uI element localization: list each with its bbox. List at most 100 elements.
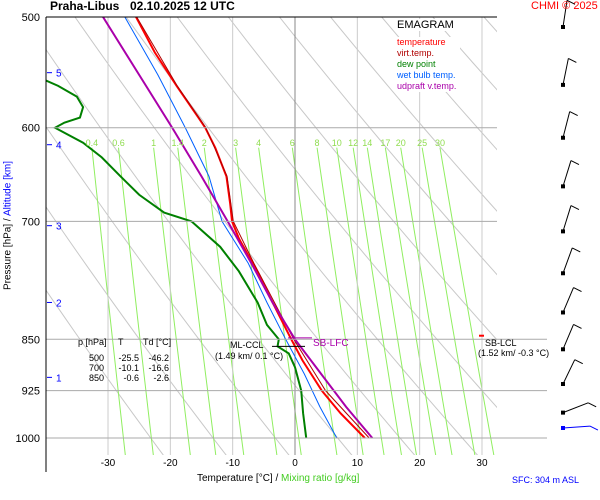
mixing-ratio-label: 0.6	[112, 138, 125, 148]
mixing-ratio-label: 0.4	[86, 138, 99, 148]
table-cell: -46.2	[148, 353, 169, 363]
table-cell: 850	[88, 373, 104, 383]
mixing-ratio-label: 3	[233, 138, 238, 148]
altitude-label: 5	[56, 69, 62, 80]
dry-adiabat	[46, 125, 290, 455]
mixing-ratio-label: 17	[380, 138, 390, 148]
x-tick-label: 10	[352, 458, 364, 469]
y-tick-label: 600	[22, 123, 40, 135]
mixing-ratio-line	[203, 147, 245, 455]
x-tick-label: -20	[163, 458, 178, 469]
y-tick-label: 1000	[16, 433, 40, 445]
mixing-ratio-line	[235, 147, 278, 455]
wind-barb-flag	[573, 323, 582, 329]
wind-barb-shaft	[562, 324, 574, 350]
wind-barb-shaft	[562, 58, 569, 85]
ml-ccl-label: ML-CCL	[230, 340, 264, 350]
wind-barb-flag	[587, 402, 597, 408]
y-tick-label: 500	[22, 12, 40, 24]
mixing-ratio-label: 1	[151, 138, 156, 148]
wind-barb-shaft	[562, 402, 589, 414]
legend: temperature virt.temp. dew point wet bulb t…	[397, 37, 461, 92]
altitude-label: 4	[56, 141, 62, 152]
dry-adiabat	[74, 17, 416, 455]
wind-barb-flag	[570, 205, 580, 211]
wind-barb-shaft	[562, 160, 572, 187]
x-tick-label: 20	[414, 458, 426, 469]
mixing-ratio-line	[400, 147, 453, 455]
mixing-ratio-label: 12	[348, 138, 358, 148]
mixing-ratio-label: 4	[256, 138, 261, 148]
x-tick-label: -30	[101, 458, 116, 469]
x-axis-label: Temperature [°C] / Mixing ratio [g/kg]	[197, 473, 360, 484]
wind-barb-shaft	[562, 111, 571, 138]
wind-barb-flag	[570, 160, 580, 166]
dry-adiabat	[227, 17, 497, 341]
th-t: T	[118, 337, 124, 347]
mixing-ratio-line	[384, 147, 437, 455]
dry-adiabat	[278, 17, 497, 276]
legend-entry: dew point	[397, 59, 436, 69]
mixing-ratio-label: 30	[435, 138, 445, 148]
table-cell: -16.6	[148, 363, 169, 373]
mixing-ratio-line	[91, 147, 126, 455]
x-tick-label: 0	[292, 458, 298, 469]
y-tick-label: 925	[22, 386, 40, 398]
wind-barb-flag	[574, 359, 583, 365]
table-row: 850 -0.6 -2.6	[82, 373, 169, 383]
x-label-temp: Temperature [°C]	[197, 473, 273, 484]
th-td: Td [°C]	[143, 337, 172, 347]
legend-entry: wet bulb temp.	[397, 70, 456, 80]
dry-adiabat	[381, 17, 497, 151]
wind-barb-shaft	[562, 0, 568, 28]
sb-lcl-label: SB-LCL	[485, 338, 517, 348]
sfc-info: SFC: 304 m ASL	[512, 475, 580, 485]
altitude-label: 1	[56, 373, 62, 384]
wind-barb-flag	[568, 57, 577, 63]
datetime-title: 02.10.2025 12 UTC	[130, 0, 235, 13]
mixing-ratio-label: 20	[396, 138, 406, 148]
chart-title: EMAGRAM	[397, 19, 454, 31]
y-label-altitude: Altitude [km]	[2, 161, 14, 217]
sb-lfc-label: SB-LFC	[313, 338, 349, 349]
y-tick-label: 700	[22, 216, 40, 228]
table-cell: -25.5	[118, 353, 139, 363]
wind-barb-flag	[572, 247, 581, 253]
ml-ccl-info: (1.49 km/ 0.1 °C)	[215, 351, 284, 361]
wind-barb-flag	[569, 111, 578, 117]
wind-barb-shaft	[562, 359, 576, 385]
legend-entry: virt.temp.	[397, 48, 435, 58]
mixing-ratio-line	[352, 147, 402, 455]
mixing-ratio-label: 2	[202, 138, 207, 148]
altitude-label: 3	[56, 222, 62, 233]
mixing-ratio-label: 25	[417, 138, 427, 148]
mixing-ratio-line	[258, 147, 302, 455]
data-table: 500 -25.5 -46.2 700 -10.1 -16.6 850 -0.6 -2.6	[82, 353, 169, 383]
y-label-pressure: Pressure [hPa]	[2, 223, 14, 290]
credit: CHMI © 2025	[531, 0, 598, 12]
mixing-ratio-line	[118, 147, 154, 455]
wind-barb-flag	[589, 425, 599, 431]
table-row: 500 -25.5 -46.2	[82, 353, 169, 363]
mixing-ratio-line	[421, 147, 476, 455]
wind-barb-shaft	[562, 205, 572, 232]
mixing-ratio-label: 6	[290, 138, 295, 148]
x-label-mixing: Mixing ratio [g/kg]	[281, 473, 360, 484]
wind-barb-flag	[566, 0, 576, 5]
sb-lcl-info: (1.52 km/ -0.3 °C)	[478, 348, 550, 358]
series-line-dew-point	[46, 79, 308, 439]
series-line-virt-temp-	[136, 17, 370, 439]
table-cell: -2.6	[153, 373, 169, 383]
wind-barb-shaft	[562, 425, 590, 429]
dry-adiabat	[563, 0, 600, 462]
series-line-wet-bulb-temp-	[124, 17, 338, 439]
x-tick-label: 30	[476, 458, 488, 469]
th-p: p [hPa]	[78, 337, 107, 347]
x-tick-label: -10	[225, 458, 240, 469]
y-axis-label: Pressure [hPa] / Altitude [km]	[2, 161, 14, 290]
mixing-ratio-label: 14	[362, 138, 372, 148]
dry-adiabat	[329, 17, 497, 212]
mixing-ratio-line	[177, 147, 217, 455]
